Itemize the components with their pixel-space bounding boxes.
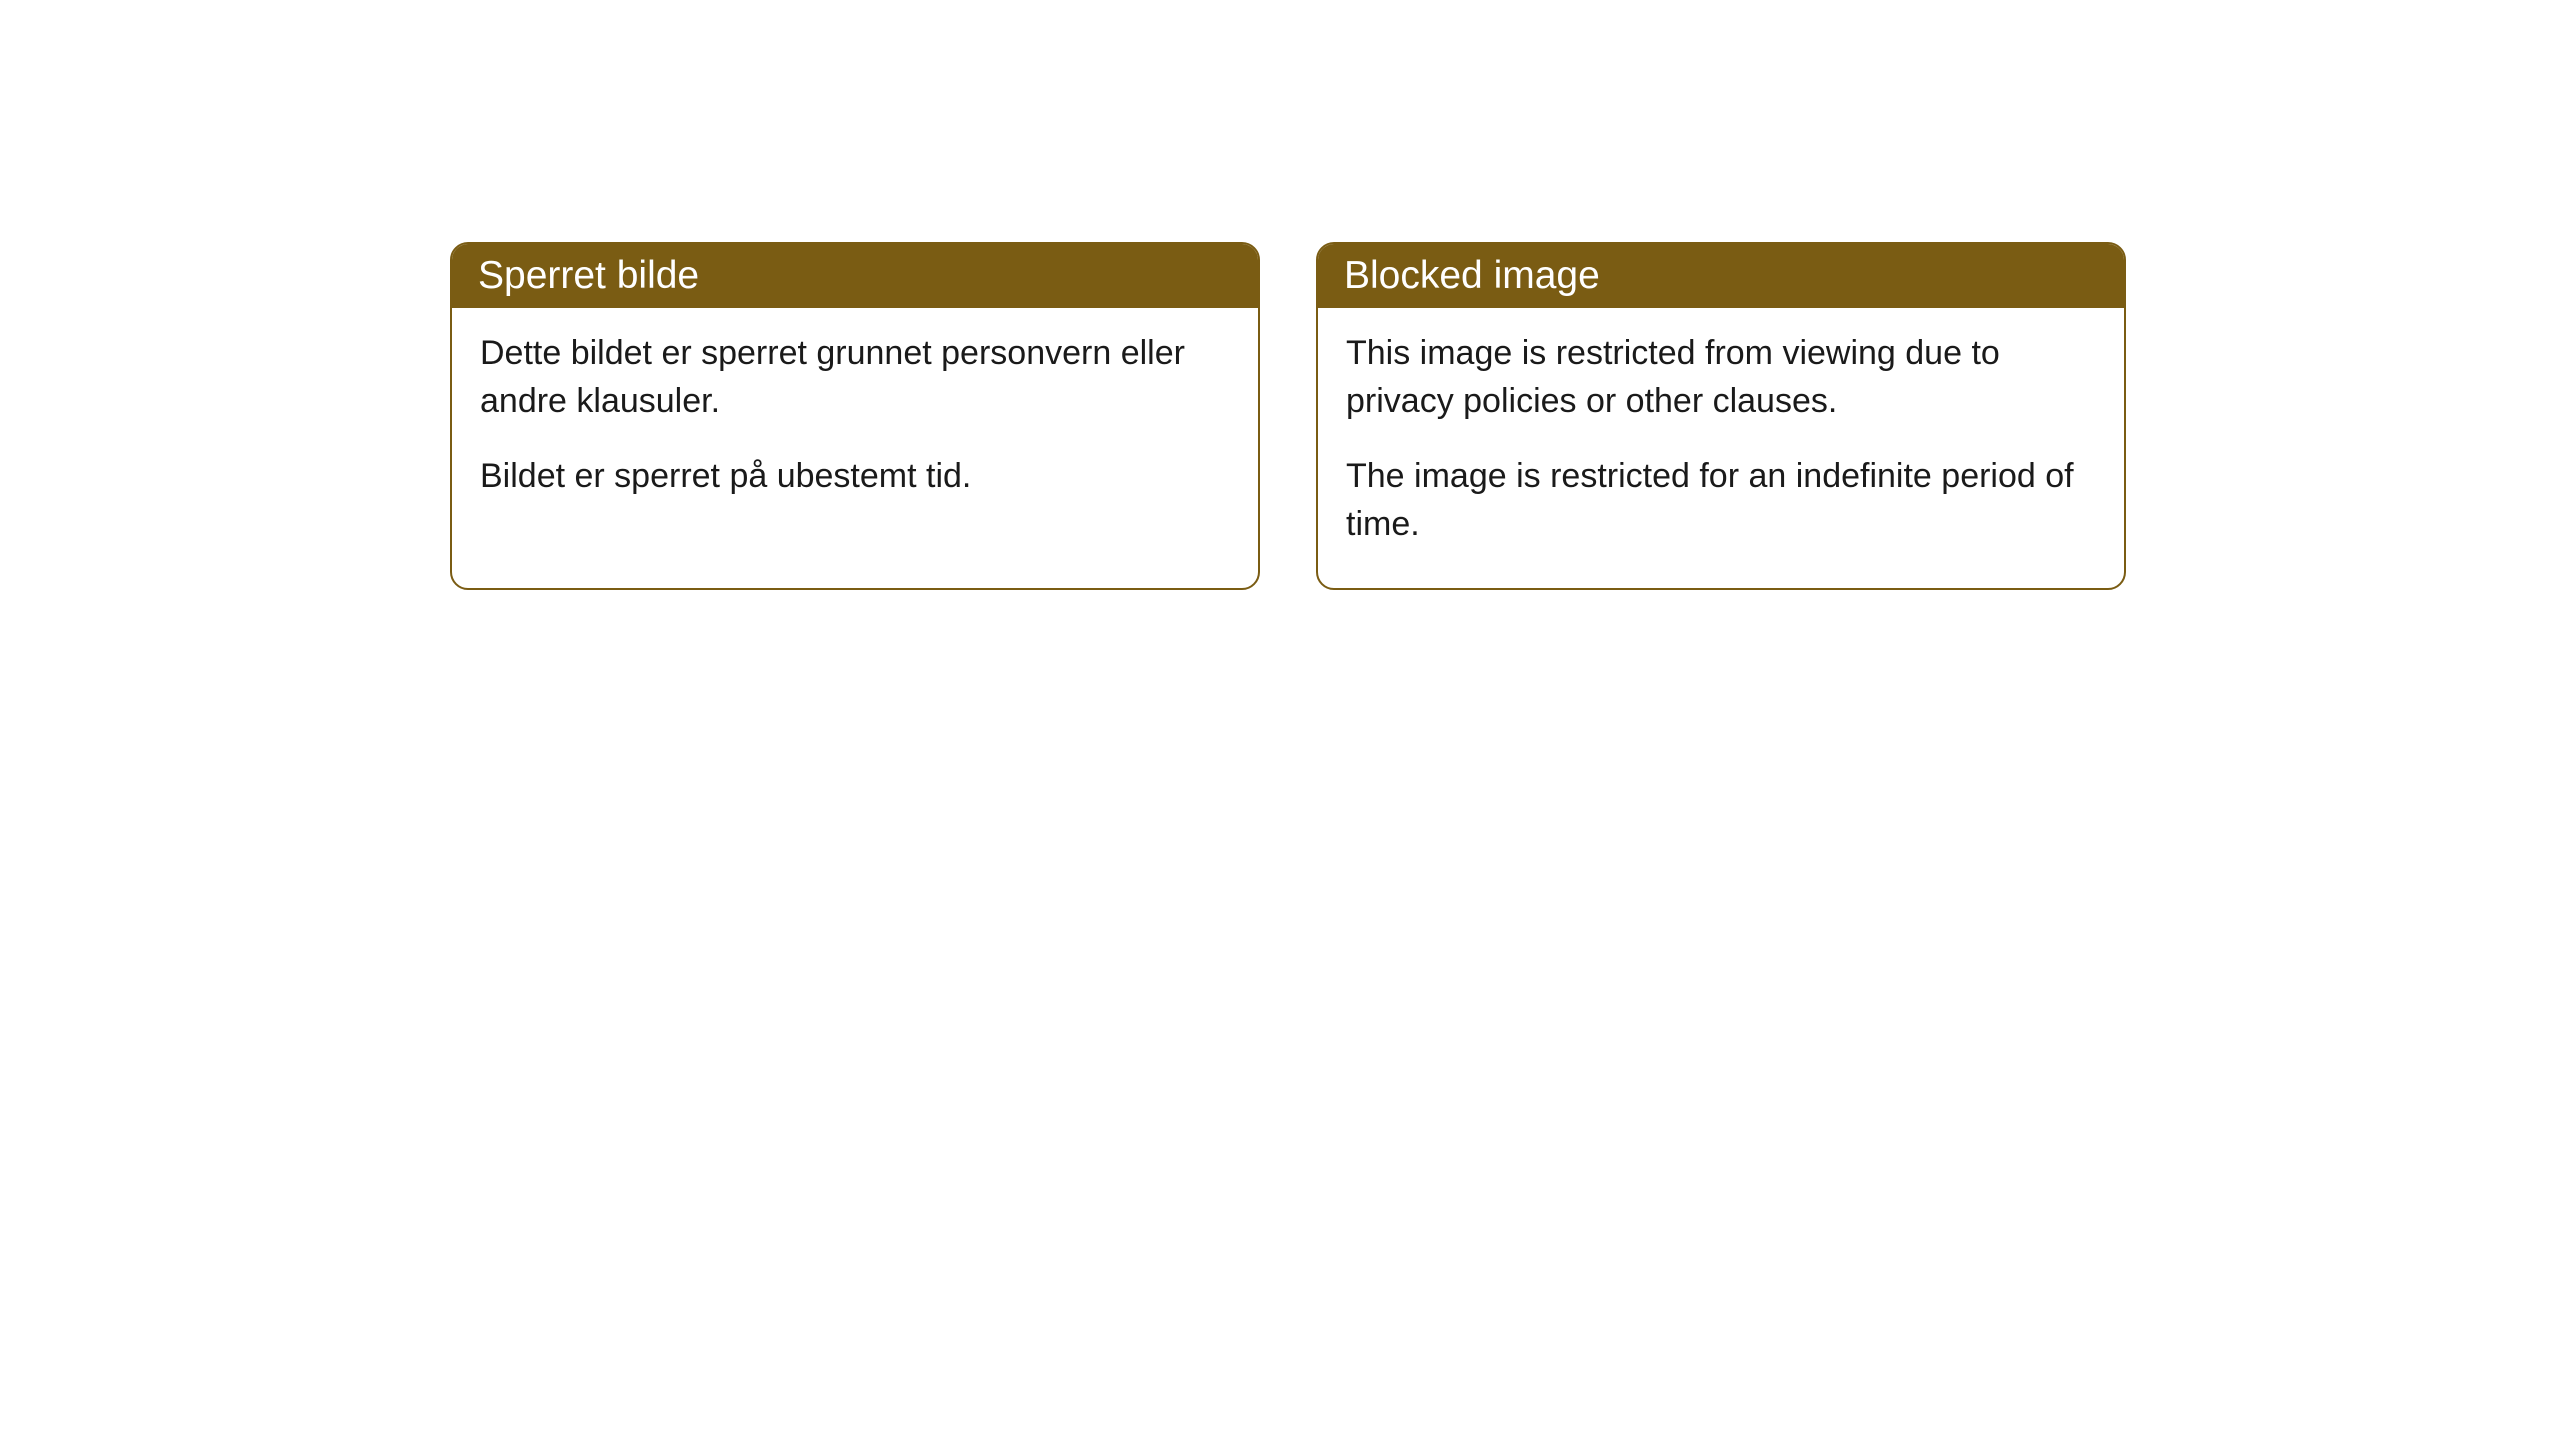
card-paragraph-1: Dette bildet er sperret grunnet personve… — [480, 330, 1230, 425]
cards-container: Sperret bilde Dette bildet er sperret gr… — [0, 0, 2560, 590]
card-paragraph-1: This image is restricted from viewing du… — [1346, 330, 2096, 425]
card-body: Dette bildet er sperret grunnet personve… — [452, 308, 1258, 541]
card-title: Sperret bilde — [478, 254, 699, 297]
blocked-image-card-english: Blocked image This image is restricted f… — [1316, 242, 2126, 590]
card-paragraph-2: The image is restricted for an indefinit… — [1346, 453, 2096, 548]
card-header: Blocked image — [1318, 244, 2124, 308]
blocked-image-card-norwegian: Sperret bilde Dette bildet er sperret gr… — [450, 242, 1260, 590]
card-header: Sperret bilde — [452, 244, 1258, 308]
card-title: Blocked image — [1344, 254, 1600, 297]
card-body: This image is restricted from viewing du… — [1318, 308, 2124, 588]
card-paragraph-2: Bildet er sperret på ubestemt tid. — [480, 453, 1230, 501]
